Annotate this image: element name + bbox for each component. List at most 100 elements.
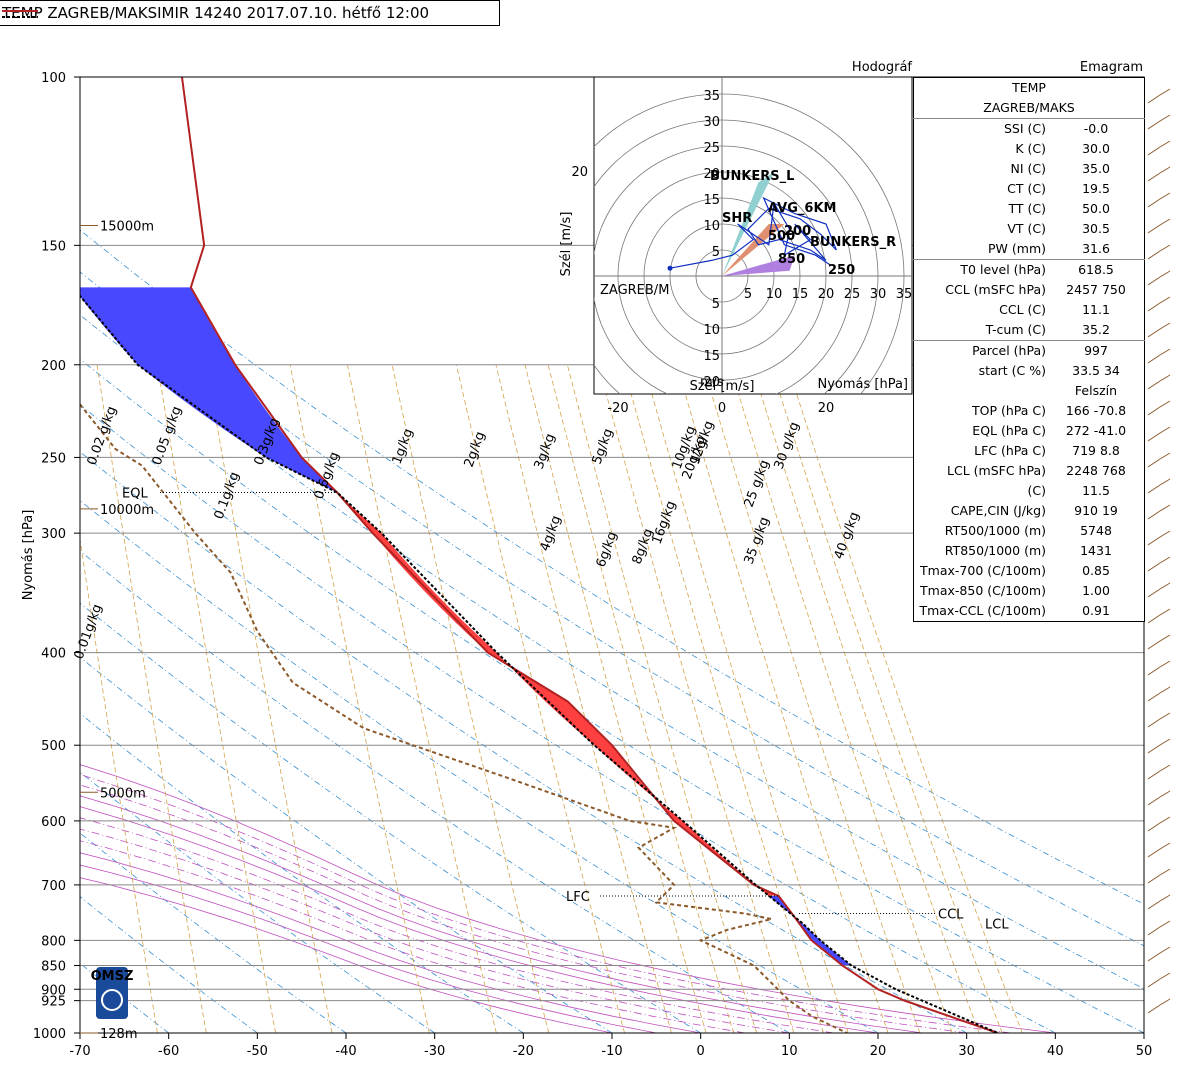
x-tick-label: 10 [781,1044,798,1059]
emagram-title: Emagram [1080,60,1143,75]
index-value: 30.5 [1082,221,1110,236]
x-tick-label: -10 [601,1044,622,1059]
chart-title: TEMP ZAGREB/MAKSIMIR 14240 2017.07.10. h… [0,0,501,26]
height-label: 15000m [100,220,154,235]
index-name: Tmax-850 (C/100m) [920,583,1046,598]
wind-barb [1147,900,1161,910]
indices-row: Tmax-CCL (C/100m) 0.91 [914,601,1145,622]
index-name: T-cum (C) [985,322,1046,337]
wind-barb [1147,198,1161,208]
index-value: 11.5 [1082,483,1110,498]
x-tick-label: 40 [1047,1044,1064,1059]
y-tick-label: 150 [41,239,66,254]
wind-barb [1147,796,1161,806]
wind-barb [1147,250,1161,260]
wind-barb [1147,484,1161,494]
mixing-ratio-line [547,364,735,1033]
temperature-curve [180,77,999,1033]
x-tick-label: -70 [69,1044,90,1059]
omsz-logo-text: OMSZ [91,969,134,984]
y-tick-label: 800 [41,934,66,949]
hodograph-outer-x-tick: 0 [718,401,726,416]
wind-barb-flag [1159,270,1171,278]
wind-barb-flag [1159,88,1171,96]
indices-row: start (C %) 33.5 34 [914,361,1145,381]
index-value: 1431 [1080,543,1112,558]
height-label: 10000m [100,503,154,518]
wind-barb-flag [1159,452,1171,460]
y-tick-label: 925 [41,995,66,1010]
index-value: 2457 750 [1066,282,1126,297]
indices-row: EQL (hPa C) 272 -41.0 [914,421,1145,441]
x-tick-label: -20 [513,1044,534,1059]
y-tick-label: 250 [41,451,66,466]
y-tick-label: 900 [41,983,66,998]
wind-barb-flag [1159,894,1171,902]
index-value: Felszín [1074,383,1118,398]
indices-row: RT500/1000 (m) 5748 [914,521,1145,541]
wind-barb-flag [1159,218,1171,226]
hodograph-annotation: 200 [784,224,811,239]
ring-label-neg: 5 [712,297,720,312]
index-value: 35.2 [1082,322,1110,337]
ring-label-x: 30 [870,287,887,302]
wind-barb-flag [1159,764,1171,772]
ring-label: 30 [703,115,720,130]
shear-vector [722,224,785,276]
indices-header: ZAGREB/MAKS [983,100,1075,115]
indices-row: PW (mm) 31.6 [914,239,1145,260]
wind-barb-flag [1159,660,1171,668]
x-tick-label: 30 [958,1044,975,1059]
height-label: 5000m [100,786,146,801]
index-name: Parcel (hPa) [913,340,1048,361]
ring-label: 20 [703,167,720,182]
index-value: 719 8.8 [1072,443,1120,458]
hodograph-annotation: BUNKERS_R [810,235,896,250]
wind-barb [1147,770,1161,780]
index-name: T0 level (hPa) [913,259,1048,280]
chart-title-text: TEMP ZAGREB/MAKSIMIR 14240 2017.07.10. h… [2,4,430,22]
mixing-ratio-label: 1g/kg [390,427,417,467]
indices-row: K (C) 30.0 [914,139,1145,159]
dewpoint-curve [80,403,848,1033]
index-value: 19.5 [1082,181,1110,196]
y-tick-label: 850 [41,960,66,975]
moist-adiabat [0,631,1011,1033]
y-tick-label: 100 [41,71,66,86]
hodograph-unit-label: m/s [700,375,724,390]
wind-barb-flag [1159,738,1171,746]
wind-barb [1147,952,1161,962]
index-name: PW (mm) [988,241,1046,256]
index-value: 1.00 [1082,583,1110,598]
ring-label: 5 [712,245,720,260]
index-value: 910 19 [1074,503,1118,518]
moist-adiabat [0,653,1200,1033]
y-tick-label: 300 [41,527,66,542]
ring-label: 15 [703,193,720,208]
ring-label-neg: 10 [703,323,720,338]
y-tick-label: 400 [41,647,66,662]
ring-label-x: 10 [766,287,783,302]
mixing-ratio-label: 6g/kg [594,530,621,570]
indices-row: Parcel (hPa) 997 [913,340,1145,361]
wind-barb-flag [1159,556,1171,564]
indices-row: T0 level (hPa) 618.5 [913,259,1145,280]
wind-barb-flag [1159,608,1171,616]
index-name: start (C %) [978,363,1046,378]
index-name: CAPE,CIN (J/kg) [950,503,1046,518]
dry-adiabat [80,713,524,1033]
hodograph-start-marker [667,265,673,271]
parcel-curve [80,294,999,1033]
wind-barb-flag [1159,842,1171,850]
indices-row: TT (C) 50.0 [914,199,1145,219]
ring-label: 25 [703,141,720,156]
wind-barb [1147,562,1161,572]
indices-row: SSI (C) -0.0 [913,118,1145,139]
index-name: CCL (mSFC hPa) [945,282,1046,297]
cin-area-lower [768,896,851,966]
index-name: Tmax-CCL (C/100m) [919,603,1046,618]
wind-barb-flag [1159,114,1171,122]
hodograph-annotation: BUNKERS_L [710,169,794,184]
wind-barb [1147,666,1161,676]
